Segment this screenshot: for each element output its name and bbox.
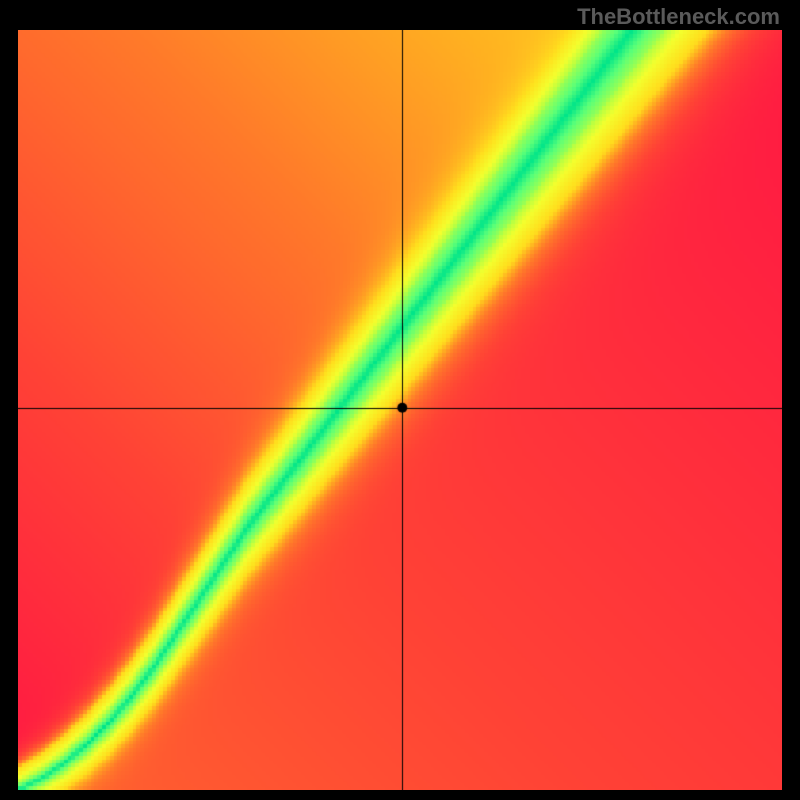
heatmap-canvas [18, 30, 782, 790]
chart-container: TheBottleneck.com [0, 0, 800, 800]
watermark-text: TheBottleneck.com [577, 4, 780, 30]
